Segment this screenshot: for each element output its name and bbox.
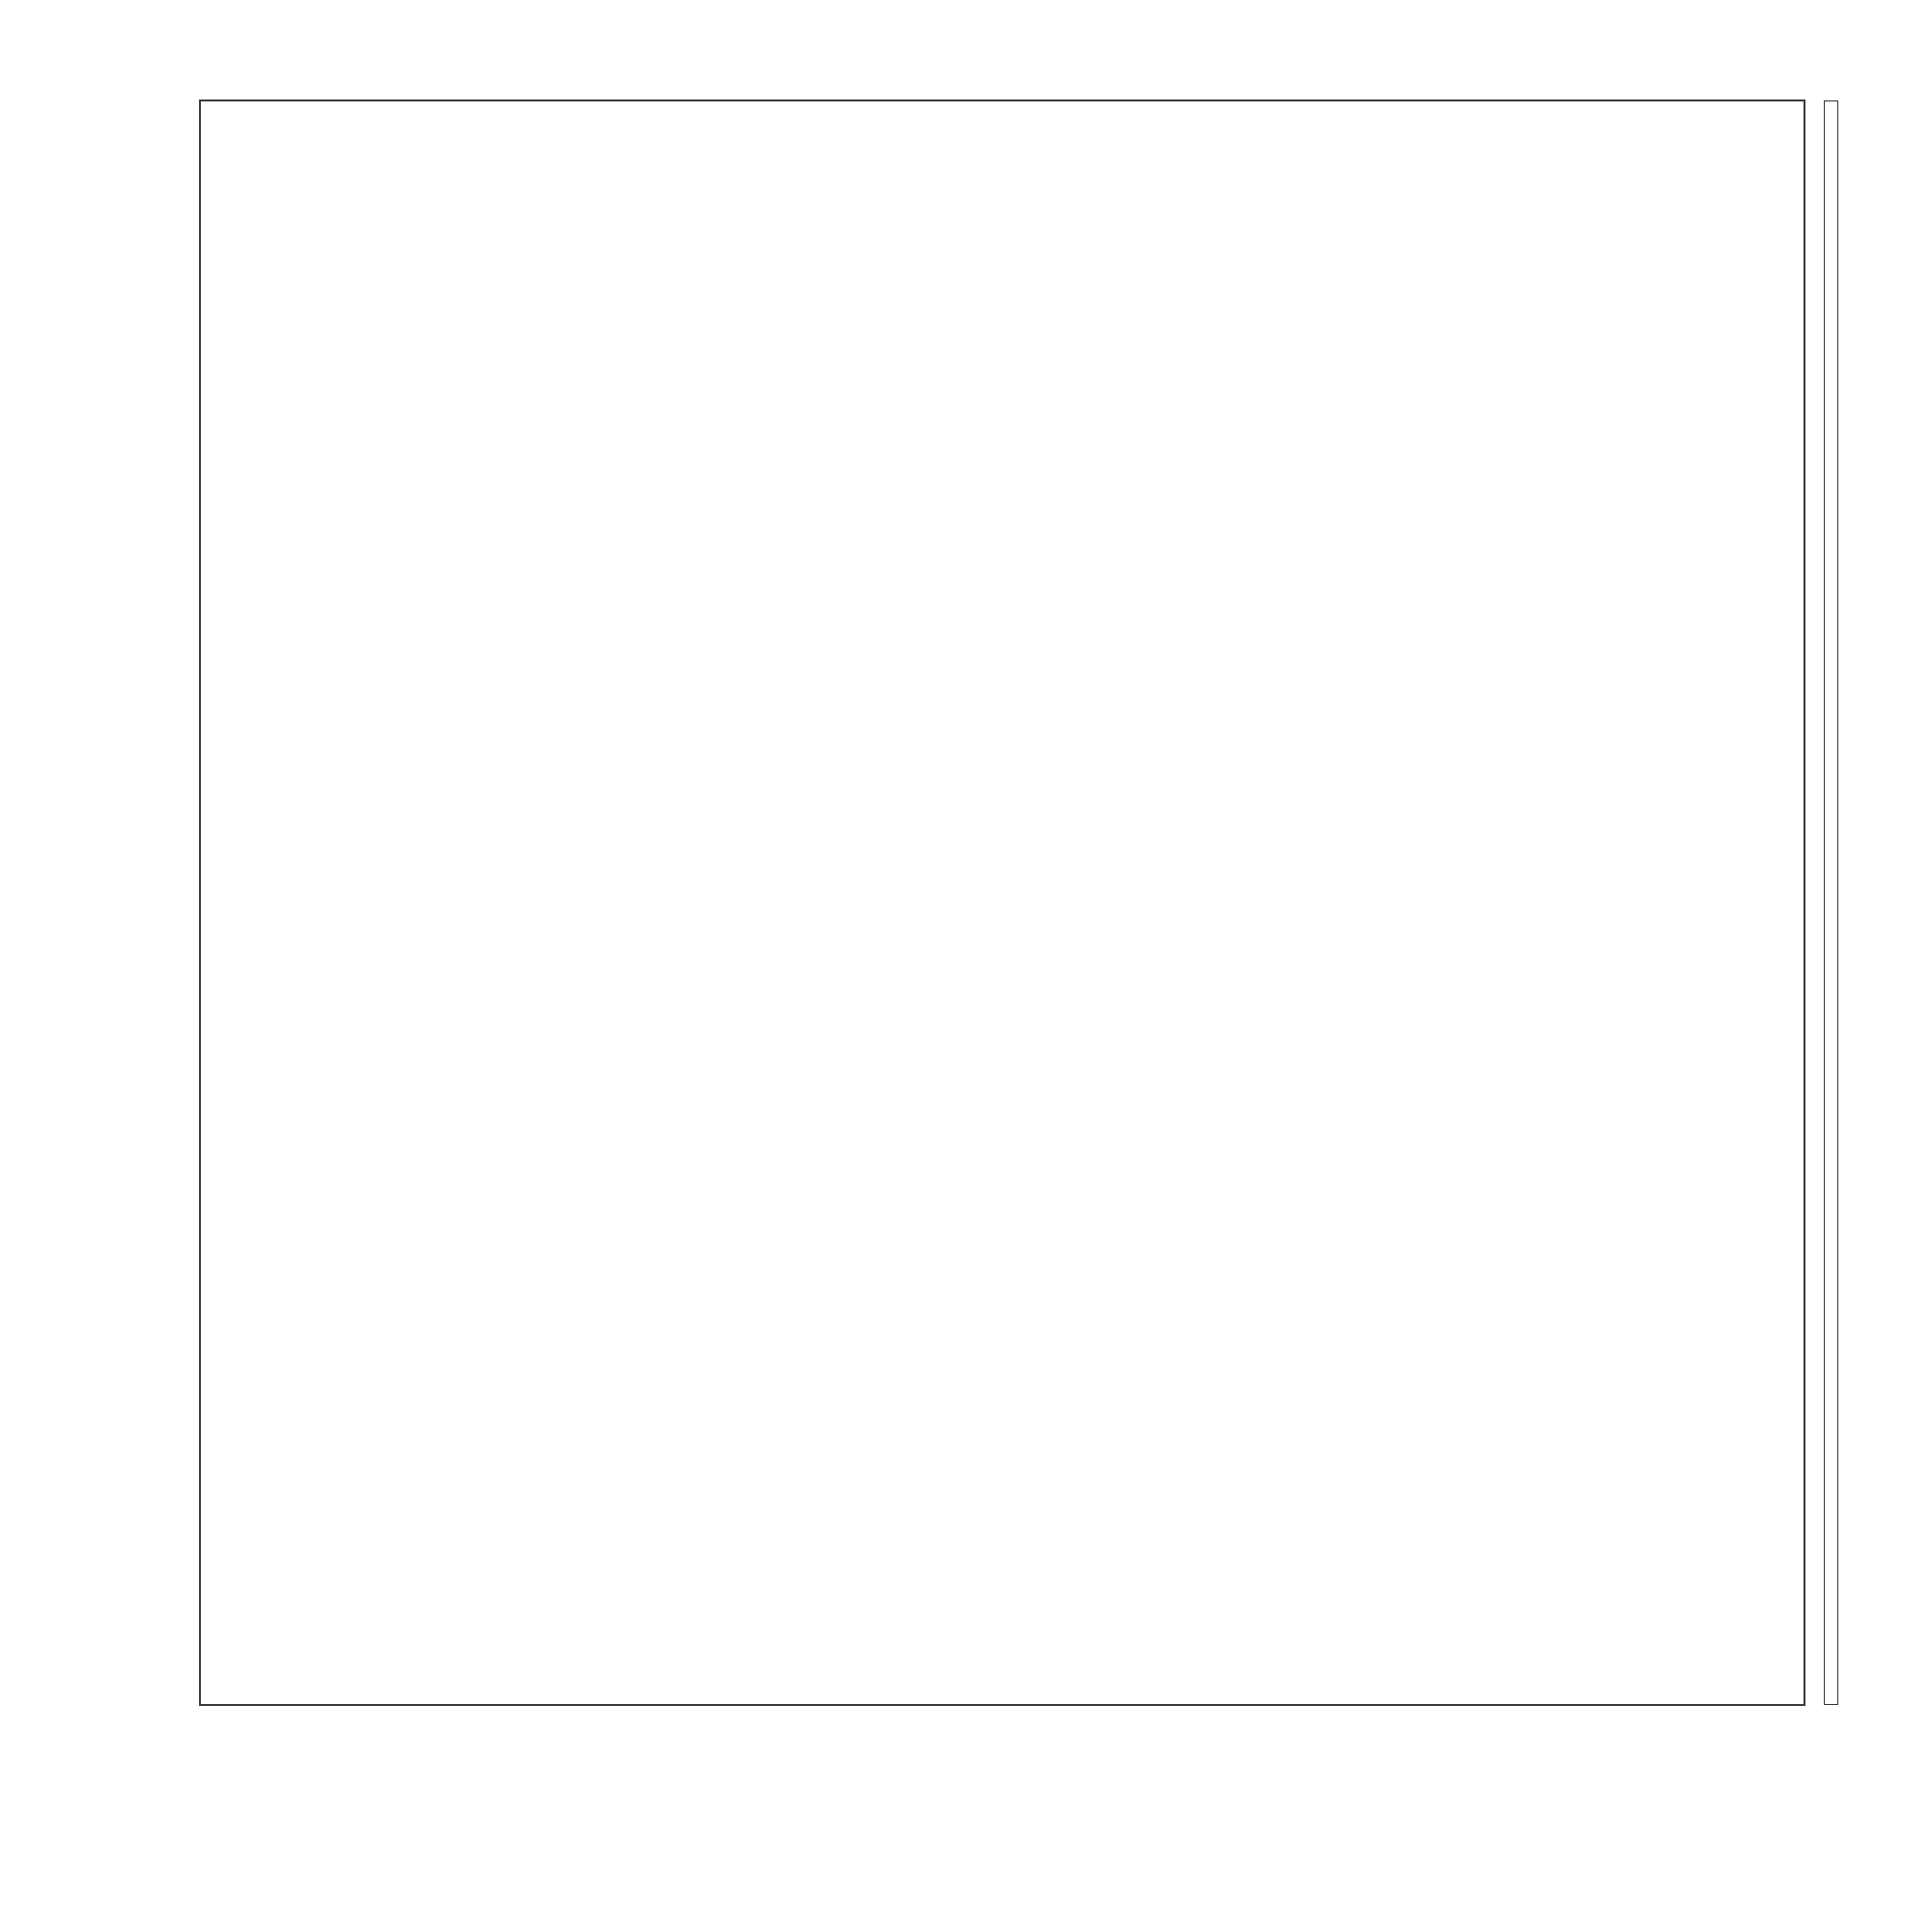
colorbar — [1825, 101, 1837, 1704]
distance-matrix-heatmap — [201, 101, 1804, 1704]
heatmap-frame — [199, 99, 1805, 1706]
y-axis-title — [47, 613, 115, 1193]
colorbar-frame — [1824, 100, 1838, 1705]
